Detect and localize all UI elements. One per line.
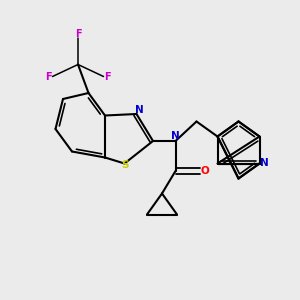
Text: N: N (171, 131, 180, 141)
Text: F: F (46, 71, 52, 82)
Text: F: F (75, 29, 81, 39)
Text: N: N (260, 158, 269, 169)
Text: S: S (121, 160, 128, 170)
Text: O: O (200, 166, 209, 176)
Text: F: F (104, 71, 110, 82)
Text: N: N (134, 105, 143, 116)
